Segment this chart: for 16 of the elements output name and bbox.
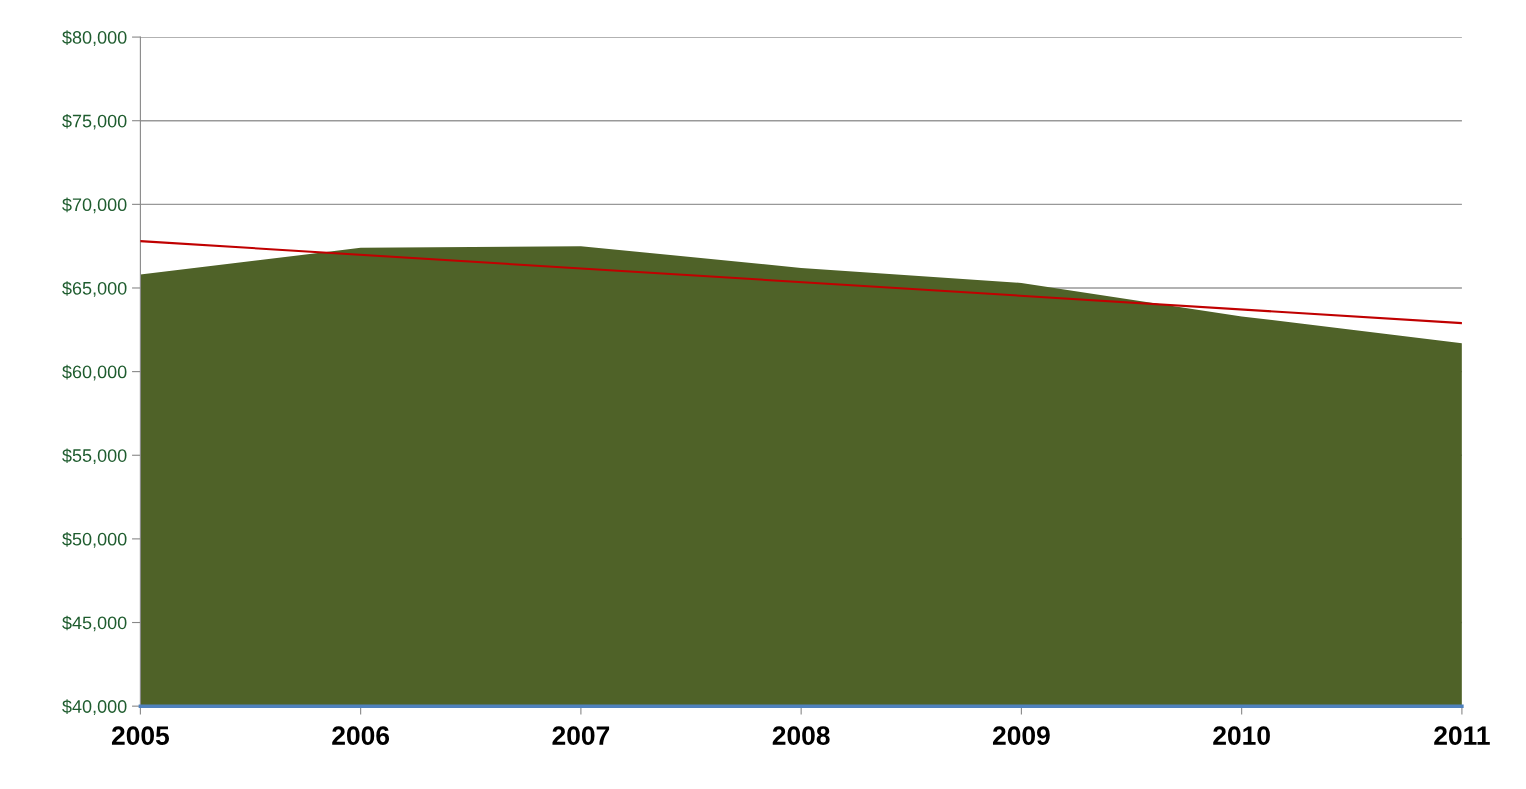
y-tick-label: $55,000 [62,448,127,465]
y-tick-label: $45,000 [62,615,127,632]
x-tick-label: 2005 [111,726,170,745]
x-tick-label: 2011 [1434,726,1490,745]
y-tick-label: $50,000 [62,532,127,548]
x-tick-label: 2009 [992,726,1050,745]
y-tick-label: $60,000 [62,364,127,381]
x-tick-label: 2006 [332,726,390,745]
y-tick-label: $65,000 [62,281,127,297]
y-tick-label: $75,000 [62,113,127,130]
x-tick-label: 2008 [772,726,830,745]
y-tick-label: $70,000 [62,197,127,214]
y-tick-label: $80,000 [62,30,127,46]
y-tick-label: $40,000 [62,699,127,716]
x-tick-label: 2010 [1213,726,1270,745]
x-tick-label: 2007 [552,726,610,745]
